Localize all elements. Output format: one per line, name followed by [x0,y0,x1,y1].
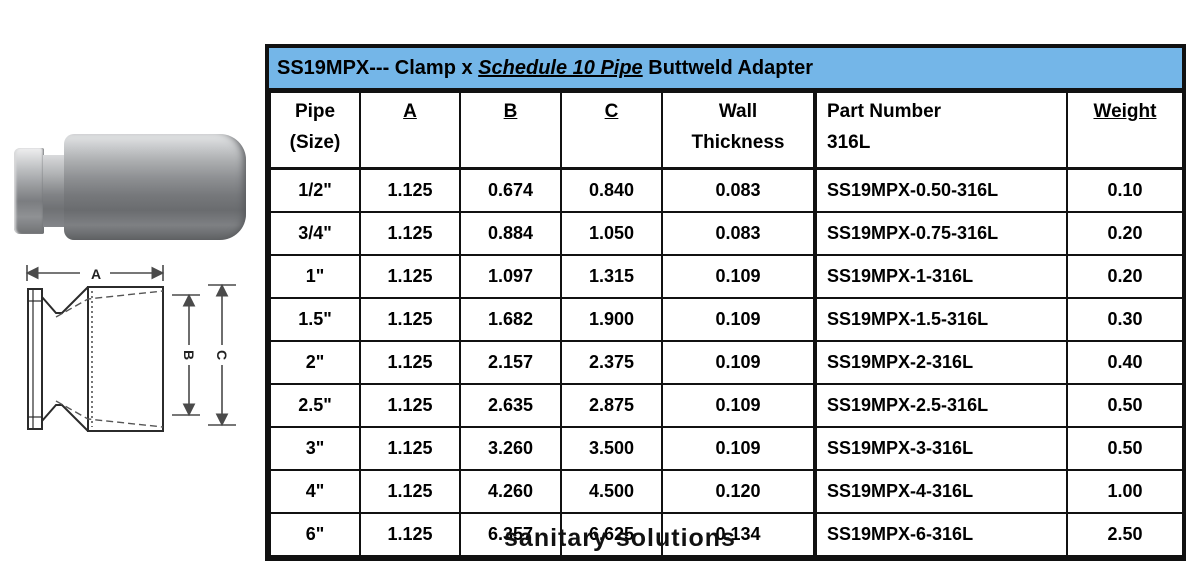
table-cell: 2.875 [560,383,663,428]
table-cell: 0.30 [1066,297,1184,342]
table-cell: 1.125 [359,254,461,299]
dimension-a: A [25,265,165,282]
table-title-bar: SS19MPX--- Clamp x Schedule 10 Pipe Butt… [269,48,1182,91]
table-row: 2" 1.125 2.157 2.375 0.109 SS19MPX-2-316L 0.40 [269,340,1184,385]
table-cell: 3.500 [560,426,663,471]
table-cell: SS19MPX-2-316L [813,340,1068,385]
title-prefix: SS19MPX--- Clamp x [277,57,479,79]
table-cell: 0.50 [1066,383,1184,428]
table-row: 3/4" 1.125 0.884 1.050 0.083 SS19MPX-0.75-316… [269,211,1184,256]
inner-diameter-dashed-top [55,290,164,318]
table-cell: 0.40 [1066,340,1184,385]
dimension-diagram: A B C [12,257,257,435]
table-row: 4" 1.125 4.260 4.500 0.120 SS19MPX-4-316L 1.00 [269,469,1184,514]
table-cell: 0.109 [661,340,816,385]
table-cell: 0.20 [1066,254,1184,299]
product-photo [10,112,246,242]
table-cell: 0.20 [1066,211,1184,256]
dim-b-label: B [181,350,197,360]
table-cell: 0.120 [661,469,816,514]
column-header-part-number: Part Number 316L [813,91,1068,170]
table-cell: 2.5" [269,383,361,428]
dimension-b: B [172,293,200,417]
table-cell: 1.5" [269,297,361,342]
table-cell: 2.50 [1066,512,1184,557]
column-header-b: B [459,91,562,170]
inner-diameter-dashed-bottom [55,400,164,428]
table-cell: 0.109 [661,383,816,428]
table-cell: 0.884 [459,211,562,256]
table-row: 1" 1.125 1.097 1.315 0.109 SS19MPX-1-316L 0.20 [269,254,1184,299]
table-cell: 0.10 [1066,167,1184,213]
table-cell: 6" [269,512,361,557]
table-cell: 3.260 [459,426,562,471]
table-cell: SS19MPX-6-316L [813,512,1068,557]
table-cell: SS19MPX-3-316L [813,426,1068,471]
spec-table-body: 1/2" 1.125 0.674 0.840 0.083 SS19MPX-0.50-316… [269,167,1184,557]
table-cell: 1.050 [560,211,663,256]
table-cell: SS19MPX-4-316L [813,469,1068,514]
table-row: 2.5" 1.125 2.635 2.875 0.109 SS19MPX-2.5-316L… [269,383,1184,428]
footer-partial-text: sanitary solutions [504,524,736,552]
diagram-svg: A B C [25,265,236,432]
table-cell: SS19MPX-1-316L [813,254,1068,299]
table-cell: 1.125 [359,297,461,342]
table-cell: 1.125 [359,340,461,385]
table-cell: SS19MPX-2.5-316L [813,383,1068,428]
dimension-c: C [208,283,236,427]
table-row: 1.5" 1.125 1.682 1.900 0.109 SS19MPX-1.5-316L… [269,297,1184,342]
spec-table-header: Pipe (Size) A B C Wall Thickness Part Number 316… [269,91,1184,170]
clamp-ferrule-end [14,148,44,234]
column-header-a: A [359,91,461,170]
table-cell: 0.109 [661,297,816,342]
table-cell: 1.00 [1066,469,1184,514]
dim-a-label: A [91,266,101,282]
table-cell: 2.157 [459,340,562,385]
adapter-neck [43,155,65,227]
table-cell: 1.682 [459,297,562,342]
title-suffix: Buttweld Adapter [642,57,814,79]
table-row: 1/2" 1.125 0.674 0.840 0.083 SS19MPX-0.50-316… [269,167,1184,213]
table-cell: 0.840 [560,167,663,213]
table-cell: 0.109 [661,426,816,471]
table-cell: 1.097 [459,254,562,299]
table-cell: 2" [269,340,361,385]
table-cell: 1.125 [359,512,461,557]
table-cell: SS19MPX-0.75-316L [813,211,1068,256]
column-header-pipe: Pipe (Size) [269,91,361,170]
spec-table: Pipe (Size) A B C Wall Thickness Part Number 316… [269,91,1184,557]
table-cell: 1/2" [269,167,361,213]
table-cell: 1.315 [560,254,663,299]
table-cell: 3" [269,426,361,471]
table-cell: 1.125 [359,211,461,256]
table-cell: 4.260 [459,469,562,514]
column-header-c: C [560,91,663,170]
table-cell: 1.125 [359,167,461,213]
table-cell: 4" [269,469,361,514]
table-cell: 1.125 [359,383,461,428]
table-cell: 1.900 [560,297,663,342]
column-header-weight: Weight [1066,91,1184,170]
spec-table-wrapper: SS19MPX--- Clamp x Schedule 10 Pipe Butt… [265,44,1186,561]
buttweld-pipe-body [64,134,246,240]
table-cell: SS19MPX-1.5-316L [813,297,1068,342]
table-cell: 1.125 [359,426,461,471]
dim-c-label: C [214,350,230,360]
table-cell: SS19MPX-0.50-316L [813,167,1068,213]
table-cell: 4.500 [560,469,663,514]
table-cell: 2.635 [459,383,562,428]
table-cell: 0.109 [661,254,816,299]
table-cell: 1.125 [359,469,461,514]
table-cell: 3/4" [269,211,361,256]
part-outline [27,286,164,432]
title-emphasis: Schedule 10 Pipe [478,57,643,79]
table-cell: 2.375 [560,340,663,385]
table-row: 3" 1.125 3.260 3.500 0.109 SS19MPX-3-316L 0.50 [269,426,1184,471]
table-cell: 1" [269,254,361,299]
table-cell: 0.083 [661,167,816,213]
column-header-wall: Wall Thickness [661,91,816,170]
table-cell: 0.674 [459,167,562,213]
table-cell: 0.083 [661,211,816,256]
table-cell: 0.50 [1066,426,1184,471]
